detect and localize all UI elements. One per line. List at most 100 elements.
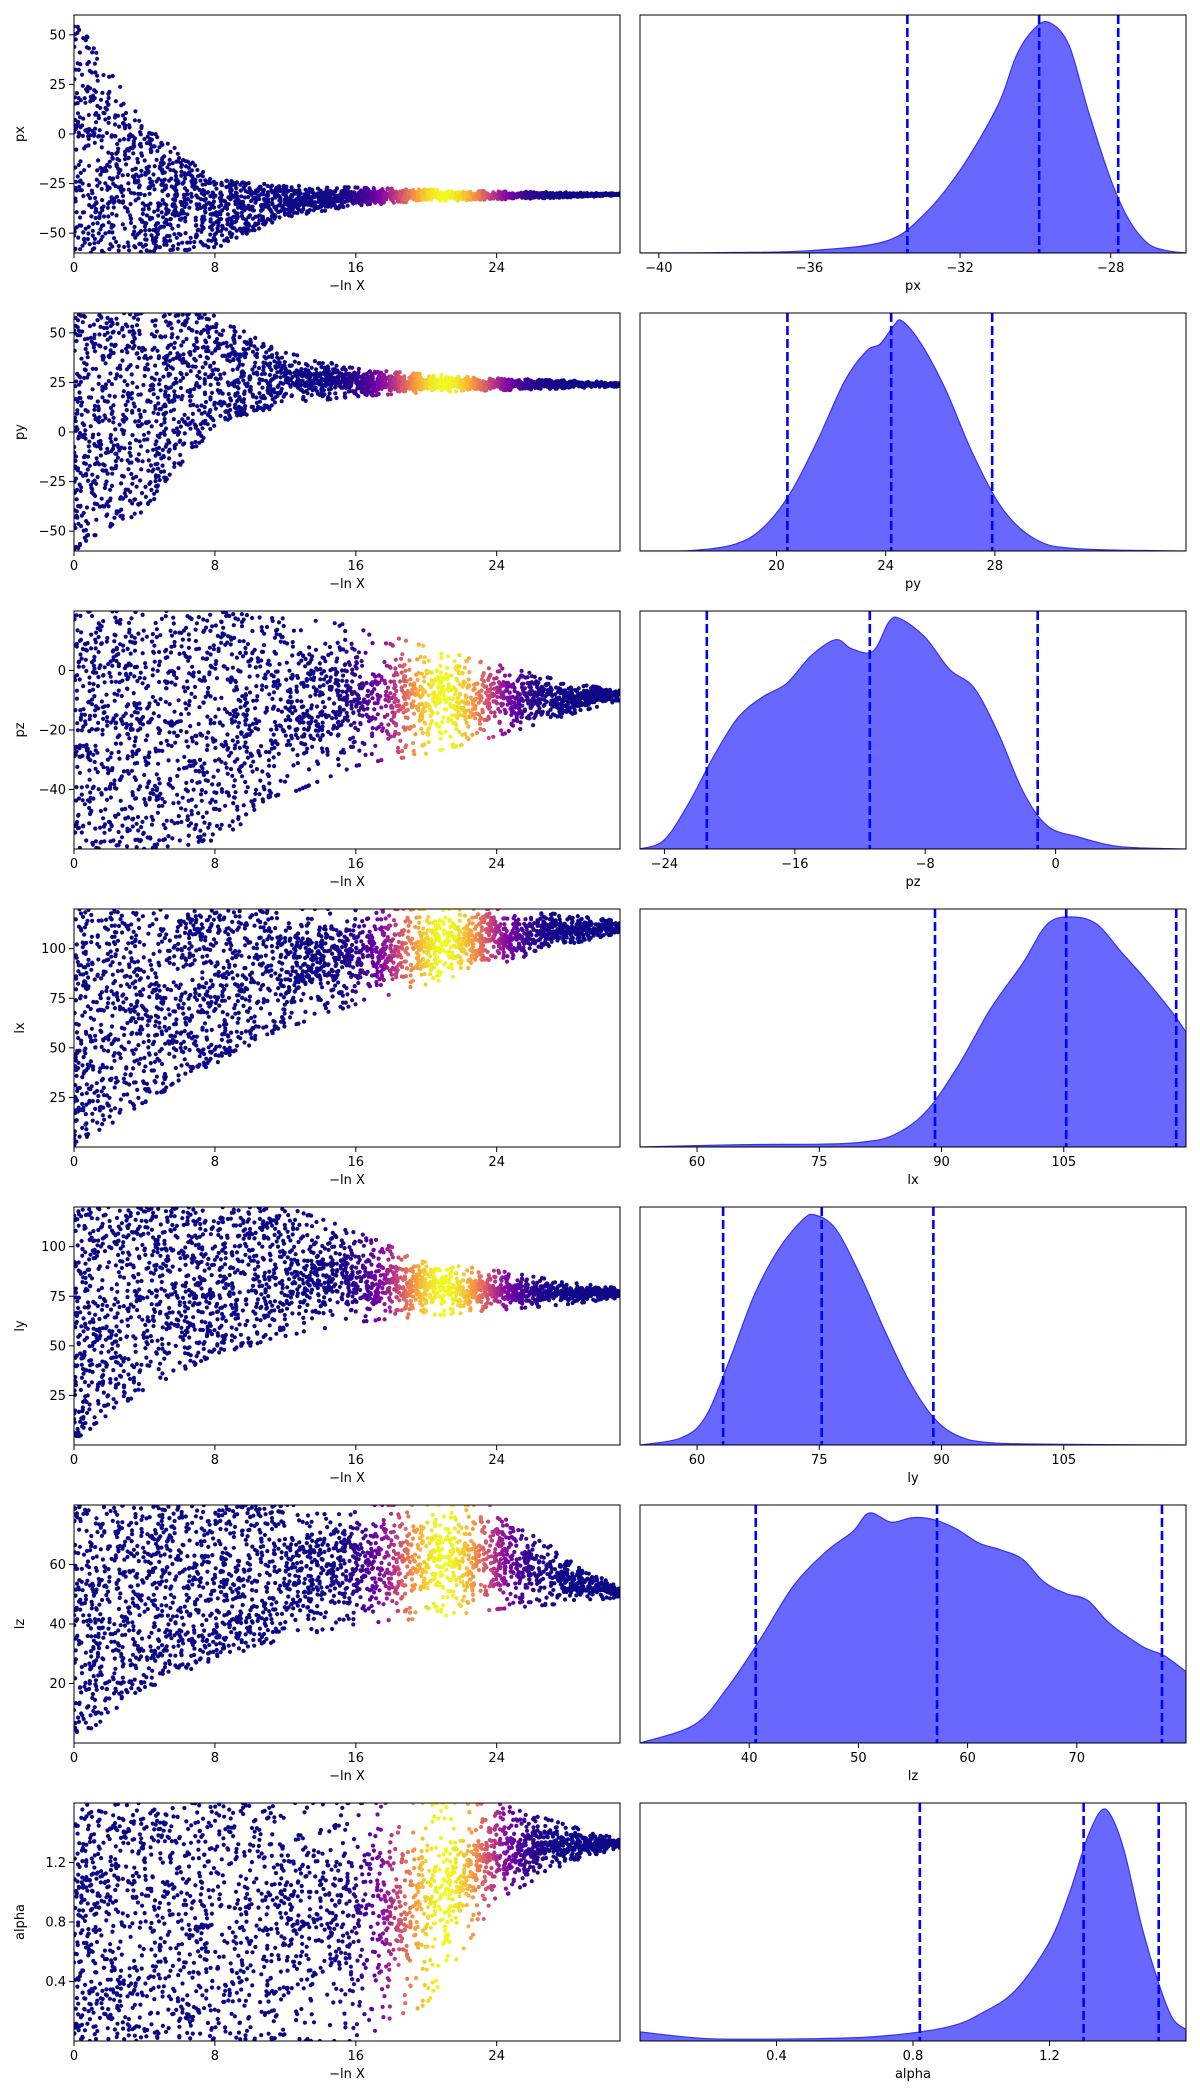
sample-point xyxy=(118,495,124,500)
sample-point xyxy=(340,188,345,194)
sample-point xyxy=(247,186,252,191)
sample-point xyxy=(164,211,169,217)
sample-point xyxy=(145,167,150,172)
sample-point xyxy=(167,157,172,162)
sample-point xyxy=(264,198,269,203)
sample-point xyxy=(246,215,251,220)
sample-point xyxy=(338,198,343,203)
sample-point xyxy=(96,240,101,245)
sample-point xyxy=(334,205,339,210)
sample-point xyxy=(84,45,89,50)
sample-point xyxy=(126,155,131,160)
sample-point xyxy=(114,164,119,169)
sample-point xyxy=(123,494,128,499)
sample-point xyxy=(151,240,156,246)
sample-point xyxy=(180,417,185,422)
sample-point xyxy=(398,190,403,195)
sample-point xyxy=(123,152,128,158)
sample-point xyxy=(162,177,167,182)
sample-point xyxy=(314,367,319,372)
sample-point xyxy=(270,353,275,358)
sample-point xyxy=(569,194,575,199)
sample-point xyxy=(108,335,113,340)
sample-point xyxy=(127,329,132,334)
sample-point xyxy=(146,164,152,169)
sample-point xyxy=(128,213,133,218)
sample-point xyxy=(111,329,116,334)
sample-point xyxy=(130,380,135,385)
sample-point xyxy=(346,372,352,377)
sample-point xyxy=(363,199,368,204)
sample-point xyxy=(150,469,155,474)
sample-point xyxy=(176,319,181,324)
sample-point xyxy=(216,401,221,406)
sample-point xyxy=(184,201,189,206)
y-tick-label: −50 xyxy=(39,227,66,242)
sample-point xyxy=(447,193,452,198)
sample-point xyxy=(507,380,512,386)
sample-point xyxy=(152,164,157,169)
sample-point xyxy=(116,330,122,335)
sample-point xyxy=(211,179,216,184)
sample-point xyxy=(105,399,110,404)
sample-point xyxy=(112,122,118,127)
sample-point xyxy=(179,208,184,213)
sample-point xyxy=(155,461,160,466)
sample-point xyxy=(104,168,109,173)
sample-point xyxy=(161,215,166,220)
sample-point xyxy=(237,408,242,413)
sample-point xyxy=(107,159,112,164)
sample-point xyxy=(491,196,496,201)
sample-point xyxy=(139,168,144,173)
sample-point xyxy=(112,115,117,120)
sample-point xyxy=(170,202,175,207)
sample-point xyxy=(131,151,136,156)
sample-point xyxy=(327,391,332,396)
sample-point xyxy=(465,377,470,382)
sample-point xyxy=(74,247,77,252)
sample-point xyxy=(111,236,117,241)
sample-point xyxy=(117,158,122,163)
sample-point xyxy=(162,432,167,437)
sample-point xyxy=(242,406,247,412)
sample-point xyxy=(166,192,171,198)
sample-point xyxy=(77,115,83,120)
sample-point xyxy=(412,387,417,392)
sample-point xyxy=(142,193,147,198)
sample-point xyxy=(218,413,223,418)
sample-point xyxy=(286,207,291,212)
sample-point xyxy=(335,368,340,373)
sample-point xyxy=(162,187,167,192)
sample-point xyxy=(156,176,161,181)
sample-point xyxy=(199,433,204,438)
sample-point xyxy=(173,207,178,212)
sample-point xyxy=(274,351,279,356)
sample-point xyxy=(218,372,223,377)
sample-point xyxy=(105,315,110,320)
sample-point xyxy=(170,247,175,252)
sample-point xyxy=(396,379,401,384)
sample-point xyxy=(356,366,361,371)
sample-point xyxy=(228,192,234,197)
sample-point xyxy=(253,199,258,204)
sample-point xyxy=(135,160,140,165)
sample-point xyxy=(394,370,399,375)
sample-point xyxy=(109,466,114,471)
sample-point xyxy=(149,424,154,429)
sample-point xyxy=(364,372,369,377)
sample-point xyxy=(125,399,130,404)
sample-point xyxy=(100,395,105,400)
sample-point xyxy=(182,171,187,176)
sample-point xyxy=(239,194,244,199)
sample-point xyxy=(283,202,288,207)
sample-point xyxy=(74,165,78,170)
sample-point xyxy=(265,388,270,393)
sample-point xyxy=(228,324,233,329)
sample-point xyxy=(74,179,79,184)
x-tick-label: 0 xyxy=(70,261,78,276)
sample-point xyxy=(268,217,273,222)
sample-point xyxy=(158,469,164,474)
sample-point xyxy=(146,185,151,191)
sample-point xyxy=(310,388,315,393)
sample-point xyxy=(432,193,437,198)
